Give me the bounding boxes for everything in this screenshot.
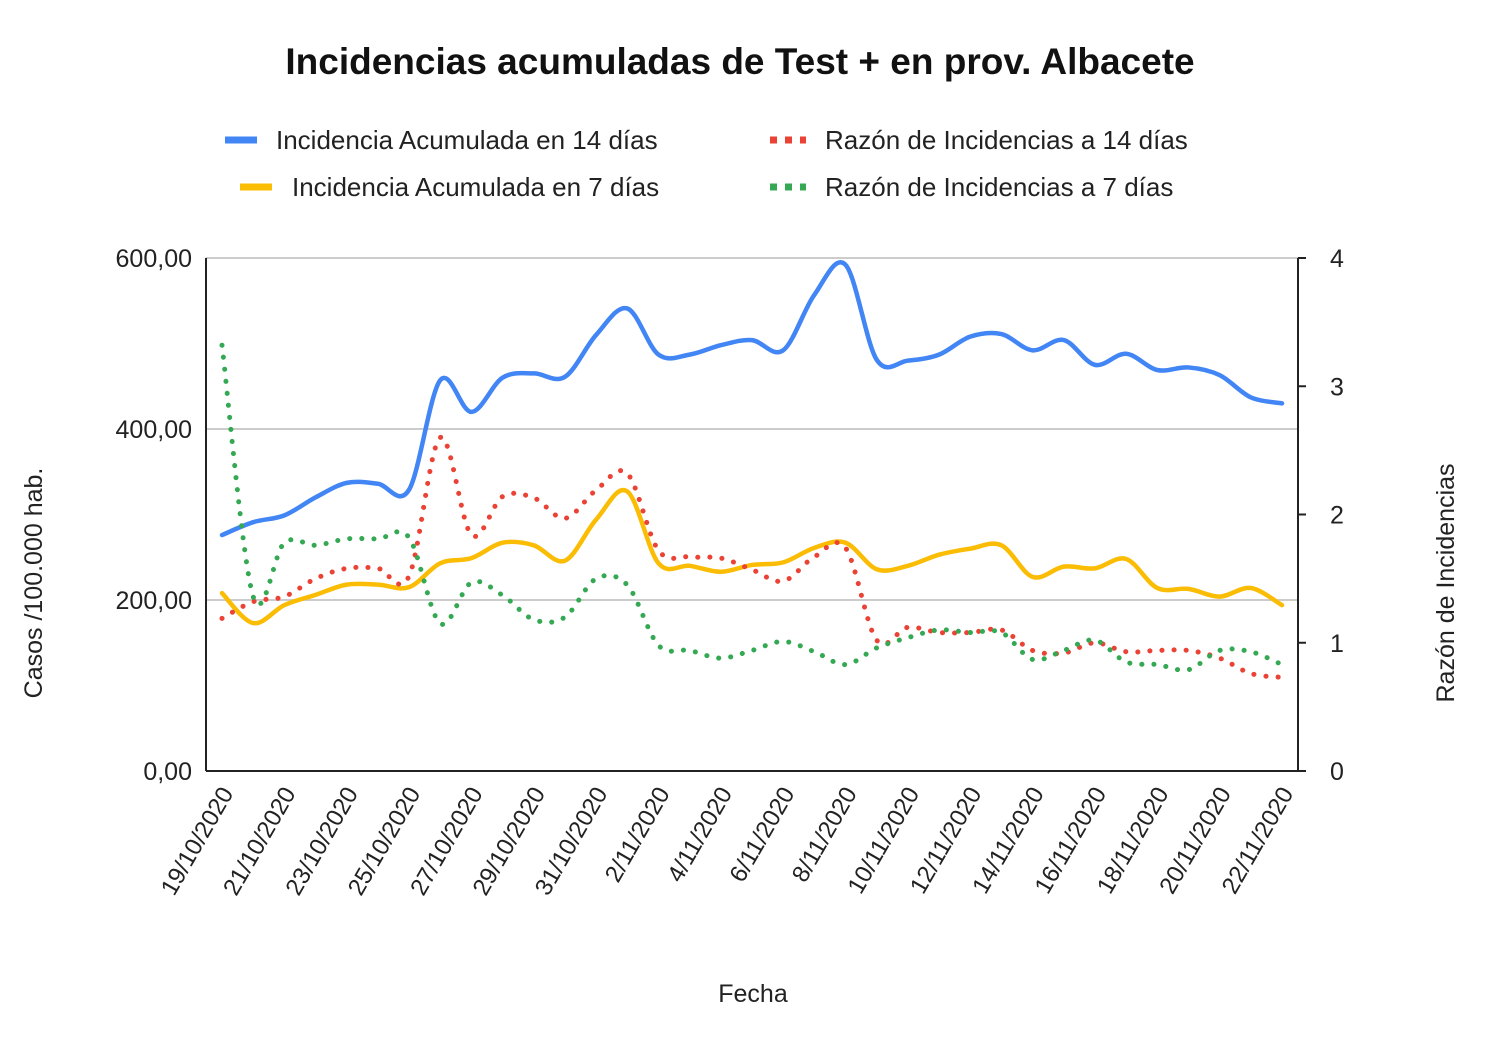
y-axis-label-left: Casos /100.000 hab. bbox=[20, 468, 48, 699]
y-tick-label-left: 600,00 bbox=[116, 245, 192, 273]
series-layer bbox=[219, 260, 1285, 680]
legend-label-ia14: Incidencia Acumulada en 14 días bbox=[276, 125, 658, 155]
y-tick-label-right: 3 bbox=[1330, 373, 1344, 401]
series-line-3 bbox=[219, 342, 1285, 673]
legend-label-ia7: Incidencia Acumulada en 7 días bbox=[292, 172, 659, 202]
legend: Incidencia Acumulada en 14 días Incidenc… bbox=[225, 125, 1188, 202]
x-axis-label: Fecha bbox=[718, 980, 788, 1008]
y-tick-label-left: 200,00 bbox=[116, 587, 192, 615]
legend-item-ia14[interactable]: Incidencia Acumulada en 14 días bbox=[225, 125, 658, 155]
y-tick-label-left: 0,00 bbox=[143, 758, 192, 786]
y-tick-label-right: 2 bbox=[1330, 502, 1344, 530]
series-line-1 bbox=[219, 487, 1285, 626]
axes bbox=[205, 257, 1306, 772]
series-line-2 bbox=[219, 435, 1285, 680]
chart-title: Incidencias acumuladas de Test + en prov… bbox=[285, 41, 1194, 82]
legend-label-ri7: Razón de Incidencias a 7 días bbox=[825, 172, 1173, 202]
legend-item-ri7[interactable]: Razón de Incidencias a 7 días bbox=[770, 172, 1173, 202]
y-tick-label-left: 400,00 bbox=[116, 416, 192, 444]
legend-label-ri14: Razón de Incidencias a 14 días bbox=[825, 125, 1188, 155]
y-tick-label-right: 0 bbox=[1330, 758, 1344, 786]
legend-item-ia7[interactable]: Incidencia Acumulada en 7 días bbox=[240, 172, 659, 202]
y-tick-label-right: 4 bbox=[1330, 245, 1344, 273]
y-tick-label-right: 1 bbox=[1330, 630, 1344, 658]
y-axis-label-right: Razón de Incidencias bbox=[1432, 463, 1460, 702]
gridlines bbox=[206, 257, 1298, 601]
series-line-0 bbox=[219, 260, 1285, 538]
legend-item-ri14[interactable]: Razón de Incidencias a 14 días bbox=[770, 125, 1188, 155]
